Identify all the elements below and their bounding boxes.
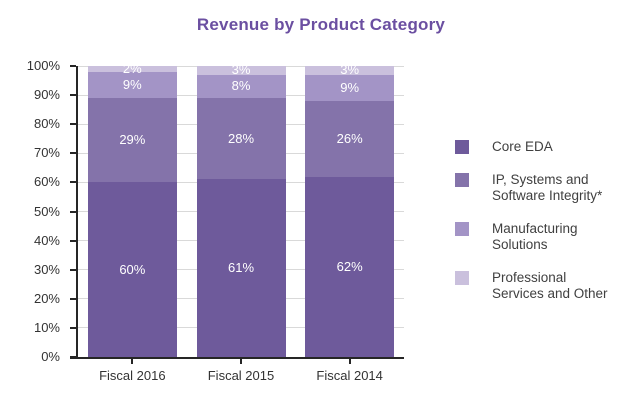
y-tick-label: 80% — [33, 116, 60, 132]
y-tick — [70, 152, 76, 155]
y-tick-label: 20% — [33, 290, 60, 306]
bar-segment-label: 26% — [336, 130, 363, 146]
bar-segment-label: 9% — [340, 79, 360, 95]
x-tick — [348, 359, 351, 364]
bar-segment: 60% — [87, 182, 177, 357]
x-tick — [131, 359, 134, 364]
bar-segment: 26% — [305, 100, 395, 177]
bar-segment-label: 61% — [227, 260, 255, 276]
bar-segment-label: 60% — [119, 261, 146, 277]
legend-item: Professional Services and Other — [455, 270, 608, 302]
bar-segment-label: 8% — [231, 78, 251, 94]
y-tick — [70, 65, 76, 67]
bar-segment: 9% — [305, 74, 395, 101]
chart-title: Revenue by Product Category — [196, 15, 446, 34]
legend-swatch — [455, 173, 469, 187]
legend-item: Core EDA — [455, 139, 608, 155]
y-tick — [70, 239, 76, 242]
y-tick-label: 60% — [33, 174, 60, 190]
legend: Core EDA IP, Systems and Software Integri… — [455, 139, 608, 302]
y-tick — [70, 268, 76, 271]
y-axis-line — [76, 66, 78, 359]
bar-segment: 29% — [87, 98, 177, 183]
legend-item: IP, Systems and Software Integrity* — [455, 172, 608, 204]
legend-item: Manufacturing Solutions — [455, 221, 608, 253]
legend-swatch — [455, 271, 469, 285]
bar-segment: 2% — [87, 61, 177, 75]
y-tick-label: 90% — [33, 87, 60, 103]
legend-swatch — [455, 140, 469, 154]
y-tick-label: 0% — [41, 349, 60, 364]
x-axis-label: Fiscal 2016 — [99, 368, 166, 383]
bar-segment: 9% — [87, 71, 177, 98]
y-tick-label: 100% — [26, 58, 60, 73]
y-tick — [70, 210, 76, 213]
bar-segment-label: 3% — [340, 62, 360, 78]
bar-segment-label: 9% — [122, 76, 142, 92]
legend-label: IP, Systems and Software Integrity* — [492, 172, 603, 203]
y-tick — [70, 181, 76, 184]
legend-label: Core EDA — [492, 139, 553, 154]
bar-segment: 61% — [196, 179, 286, 357]
y-tick-label: 30% — [33, 261, 60, 277]
legend-label: Professional Services and Other — [492, 270, 608, 301]
bar-segment: 3% — [196, 62, 286, 78]
y-tick-label: 70% — [33, 145, 60, 161]
bar-segment-label: 28% — [227, 130, 255, 146]
bar-segment-label: 62% — [336, 258, 363, 274]
bar-segment-label: 29% — [119, 132, 146, 148]
bar-segment: 28% — [196, 98, 286, 180]
x-tick — [240, 359, 242, 364]
legend-label: Manufacturing Solutions — [492, 221, 578, 252]
y-tick — [70, 297, 76, 300]
y-tick — [70, 123, 76, 126]
bar-segment-label: 2% — [122, 60, 142, 76]
bar-segment: 8% — [196, 74, 286, 98]
bar-segment-label: 3% — [231, 62, 251, 78]
y-tick-label: 10% — [33, 319, 60, 335]
bar-segment: 62% — [305, 176, 395, 357]
y-tick — [70, 326, 76, 329]
y-tick-label: 50% — [33, 203, 60, 219]
y-tick — [70, 94, 76, 97]
x-axis-label: Fiscal 2014 — [316, 368, 383, 383]
x-axis-line — [70, 357, 404, 359]
x-axis-label: Fiscal 2015 — [207, 368, 275, 383]
legend-swatch — [455, 222, 469, 236]
bar-segment: 3% — [305, 62, 395, 78]
y-tick-label: 40% — [33, 232, 60, 248]
